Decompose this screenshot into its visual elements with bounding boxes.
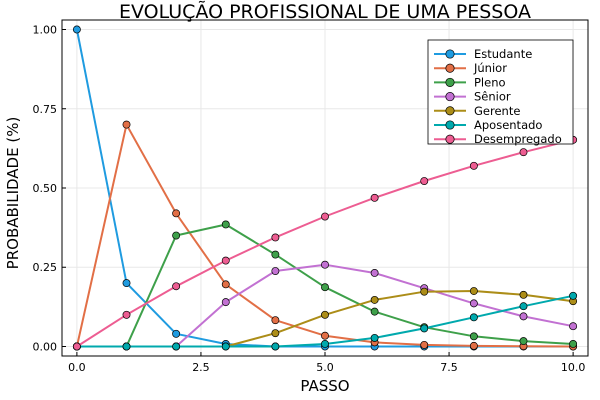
legend-marker xyxy=(445,92,455,102)
data-point xyxy=(321,283,329,292)
legend: EstudanteJúniorPlenoSêniorGerenteAposent… xyxy=(427,39,574,146)
legend-marker xyxy=(445,134,455,144)
data-point xyxy=(122,120,131,129)
series-layer xyxy=(72,25,578,351)
legend-label-desempregado: Desempregado xyxy=(474,132,562,146)
data-point xyxy=(420,287,429,296)
legend-label-senior: Sênior xyxy=(474,90,511,104)
data-point xyxy=(519,290,528,299)
data-point xyxy=(172,209,181,218)
data-point xyxy=(370,193,379,202)
data-point xyxy=(469,341,478,350)
data-point xyxy=(271,233,280,242)
data-point xyxy=(321,260,329,269)
data-point xyxy=(469,313,478,322)
data-point xyxy=(172,282,181,291)
data-point xyxy=(370,307,379,316)
data-point xyxy=(519,302,528,311)
legend-marker xyxy=(445,49,455,59)
data-point xyxy=(221,220,230,229)
data-point xyxy=(221,280,230,289)
y-tick-label: 0.25 xyxy=(33,261,58,274)
legend-label-junior: Júnior xyxy=(473,61,507,75)
data-point xyxy=(221,298,230,307)
data-point xyxy=(519,312,528,321)
data-point xyxy=(172,342,181,351)
x-tick-label: 0.0 xyxy=(68,361,86,374)
data-point xyxy=(271,316,280,325)
data-point xyxy=(420,177,429,185)
data-point xyxy=(420,340,429,349)
legend-marker xyxy=(445,120,455,130)
x-tick-label: 7.5 xyxy=(440,361,458,374)
data-point xyxy=(221,256,230,265)
chart-title: EVOLUÇÃO PROFISSIONAL DE UMA PESSOA xyxy=(119,0,531,23)
x-tick-label: 2.5 xyxy=(192,361,210,374)
legend-label-aposentado: Aposentado xyxy=(474,118,542,132)
legend-marker xyxy=(445,77,455,87)
data-point xyxy=(469,299,478,308)
data-point xyxy=(271,329,280,338)
data-point xyxy=(569,291,578,300)
data-point xyxy=(221,342,230,351)
data-point xyxy=(321,340,329,348)
data-point xyxy=(172,231,181,240)
data-point xyxy=(122,342,131,351)
y-axis-label: PROBABILIDADE (%) xyxy=(4,117,22,270)
data-point xyxy=(370,295,379,304)
data-point xyxy=(519,337,528,346)
y-tick-label: 0.00 xyxy=(33,340,58,353)
data-point xyxy=(469,332,478,341)
data-point xyxy=(321,331,329,340)
y-tick-label: 1.00 xyxy=(33,24,58,37)
x-tick-label: 10.0 xyxy=(561,361,586,374)
data-point xyxy=(469,287,478,295)
data-point xyxy=(271,342,280,351)
legend-marker xyxy=(445,63,455,73)
data-point xyxy=(370,269,379,277)
y-tick-label: 0.50 xyxy=(33,182,58,195)
data-point xyxy=(420,324,429,333)
legend-label-gerente: Gerente xyxy=(474,104,520,118)
x-tick-label: 5.0 xyxy=(316,361,334,374)
data-point xyxy=(321,212,329,221)
data-point xyxy=(569,322,578,331)
data-point xyxy=(370,333,379,342)
data-point xyxy=(122,279,131,288)
data-point xyxy=(469,161,478,170)
y-tick-label: 0.75 xyxy=(33,103,58,116)
legend-label-estudante: Estudante xyxy=(474,47,532,61)
data-point xyxy=(569,340,578,348)
data-point xyxy=(321,310,329,319)
data-point xyxy=(519,148,528,157)
tick-layer: 0.0 2.5 5.0 7.5 10.0 0.00 0.25 0.50 0.75 1.00 xyxy=(33,24,586,374)
data-point xyxy=(172,329,181,338)
data-point xyxy=(271,250,280,259)
legend-marker xyxy=(445,106,455,116)
x-axis-label: PASSO xyxy=(300,377,349,395)
data-point xyxy=(72,25,81,34)
legend-label-pleno: Pleno xyxy=(474,75,506,89)
data-point xyxy=(271,267,280,275)
data-point xyxy=(72,342,81,351)
data-point xyxy=(122,310,131,319)
